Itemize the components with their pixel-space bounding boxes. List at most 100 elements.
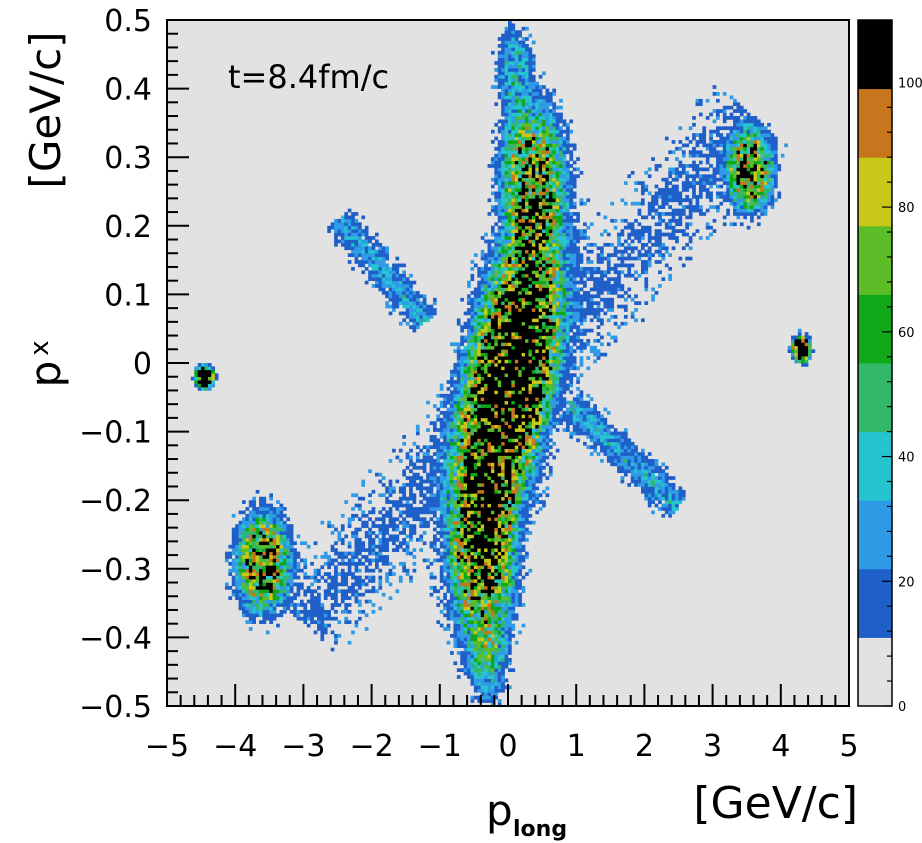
heatmap-cell [296,585,301,590]
heatmap-cell [327,524,331,528]
heatmap-cell [456,483,461,487]
heatmap-cell [378,531,383,535]
heatmap-cell [453,349,458,354]
heatmap-cell [409,469,413,474]
heatmap-cell [477,644,482,648]
heatmap-cell [385,513,389,518]
heatmap-cell [494,435,499,439]
heatmap-cell [473,287,478,292]
heatmap-cell [514,441,519,446]
heatmap-cell [357,561,362,566]
heatmap-cell [487,548,492,552]
heatmap-cell [473,651,478,655]
heatmap-cell [351,555,355,559]
heatmap-cell [477,537,482,542]
heatmap-cell [467,308,471,312]
heatmap-cell [446,544,451,549]
heatmap-cell [477,349,482,354]
heatmap-cell [514,376,519,381]
heatmap-cell [446,551,451,556]
heatmap-cell [228,561,233,566]
heatmap-cell [460,400,464,405]
heatmap-cell [375,555,379,559]
heatmap-cell [330,225,335,230]
heatmap-cell [504,314,509,319]
heatmap-cell [490,561,495,566]
heatmap-cell [518,116,522,120]
heatmap-cell [405,483,410,487]
heatmap-cell [473,603,478,607]
heatmap-cell [518,304,522,309]
heatmap-cell [467,510,471,515]
heatmap-cell [467,630,471,635]
heatmap-cell [252,520,256,525]
heatmap-cell [429,483,434,487]
heatmap-cell [453,342,458,347]
heatmap-cell [484,558,488,563]
heatmap-cell [422,311,427,316]
heatmap-cell [484,524,488,528]
heatmap-cell [497,157,502,161]
heatmap-cell [392,280,396,285]
heatmap-cell [381,534,386,539]
heatmap-cell [255,513,260,518]
heatmap-cell [480,568,485,573]
heatmap-cell [245,568,250,573]
heatmap-cell [467,349,471,354]
heatmap-cell [501,64,505,69]
heatmap-cell [490,507,495,511]
heatmap-cell [494,205,499,209]
heatmap-cell [269,558,274,563]
heatmap-cell [521,47,526,52]
heatmap-cell [211,369,216,374]
heatmap-cell [504,623,509,628]
heatmap-cell [511,308,516,312]
heatmap-cell [463,352,468,357]
heatmap-cell [484,321,488,326]
heatmap-cell [501,294,505,299]
heatmap-cell [521,287,526,292]
heatmap-cell [497,657,502,662]
heatmap-cell [354,513,359,518]
heatmap-cell [467,438,471,443]
heatmap-cell [450,380,454,384]
heatmap-cell [497,393,502,398]
heatmap-cell [514,88,519,93]
heatmap-cell [504,335,509,340]
heatmap-cell [480,349,485,354]
heatmap-cell [518,630,522,635]
heatmap-cell [521,507,526,511]
heatmap-cell [497,318,502,323]
heatmap-cell [477,476,482,480]
heatmap-cell [497,493,502,498]
heatmap-cell [518,205,522,209]
heatmap-cell [453,527,458,532]
heatmap-cell [521,160,526,165]
heatmap-cell [460,387,464,391]
heatmap-cell [409,534,413,539]
heatmap-cell [194,369,198,374]
heatmap-cell [453,428,458,432]
heatmap-cell [501,568,505,573]
heatmap-cell [470,613,475,618]
heatmap-cell [262,596,267,600]
heatmap-cell [484,476,488,480]
heatmap-cell [504,119,509,124]
heatmap-cell [460,363,464,367]
heatmap-cell [497,503,502,508]
heatmap-cell [490,400,495,405]
heatmap-cell [238,534,243,539]
heatmap-cell [514,390,519,395]
heatmap-cell [511,561,516,566]
heatmap-cell [470,345,475,350]
heatmap-cell [289,565,294,570]
heatmap-cell [511,122,516,127]
heatmap-cell [490,359,495,364]
heatmap-cell [480,387,485,391]
heatmap-cell [422,445,427,450]
heatmap-cell [443,627,447,631]
heatmap-cell [490,140,495,144]
heatmap-cell [490,294,495,299]
heatmap-cell [514,387,519,391]
heatmap-cell [518,81,522,86]
